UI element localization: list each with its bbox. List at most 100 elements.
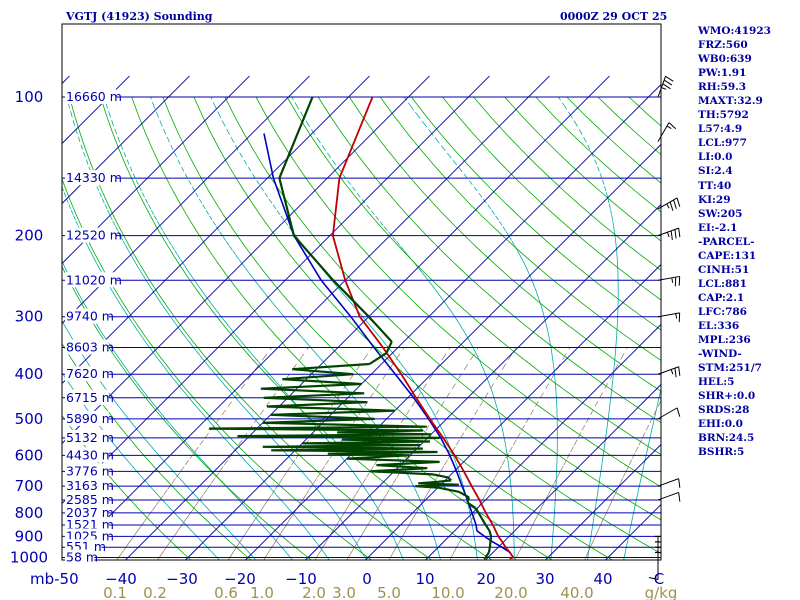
index-value: SW:205 [698,207,743,220]
height-label-bg [65,478,109,494]
pressure-tick-label: 700 [15,477,44,495]
height-label-bg [65,227,117,243]
mixing-ratio-label: 2.0 [302,584,326,600]
index-value: HEL:5 [698,376,735,389]
wind-barb [657,76,666,98]
height-label: 2037 m [66,505,114,520]
height-label-bg [65,170,117,186]
index-value: LCL:977 [698,137,747,150]
isotherm [185,84,662,561]
pressure-tick-label: 200 [15,227,44,245]
pressure-tick-label: 500 [15,410,44,428]
index-value: EL:336 [698,319,740,332]
wind-barb [657,491,679,501]
height-label: 7620 m [66,366,114,381]
wind-barb-feather [648,577,659,580]
height-label: 8603 m [66,340,114,355]
index-value: EHI:0.0 [698,418,743,431]
wind-barb-feather [674,229,677,239]
height-label: 16660 m [66,89,122,104]
wind-barb-feather [666,125,672,129]
dry-adiabat [317,96,662,423]
index-value: CINH:51 [698,263,750,276]
height-label-bg [65,516,109,532]
height-label: 9740 m [66,309,114,324]
index-value: FRZ:560 [698,39,748,52]
height-label: 2585 m [66,492,114,507]
isotherm [61,75,70,84]
wind-barb [657,197,678,210]
height-label-bg [65,389,109,405]
dry-adiabat [286,96,662,455]
index-value: CAPE:131 [698,249,757,262]
height-label: 4430 m [66,447,114,462]
wind-barb-feather [666,203,670,209]
wind-barb [657,312,680,318]
dry-adiabat [61,343,252,561]
temperature-tick-label: 10 [415,570,434,588]
wind-barb-feather [678,366,681,376]
index-value: LI:0.0 [698,151,733,164]
wind-barb-feather [665,75,674,82]
wind-barb-feather [674,368,677,378]
height-label: 3163 m [66,478,114,493]
height-label: 3776 m [66,463,114,478]
mixing-ratio-label: 10.0 [431,584,464,600]
valid-time: 0000Z 29 OCT 25 [560,10,668,23]
height-label-bg [65,491,109,507]
height-label: 11020 m [66,272,122,287]
index-value: -WIND- [698,348,742,361]
wind-barb [657,366,679,375]
isotherm [545,444,662,561]
wind-barb-feather [662,83,671,90]
index-value: BSHR:5 [698,446,745,459]
height-label-bg [65,410,109,426]
pressure-tick-label: 900 [15,527,44,545]
sounding-profiles [208,96,514,560]
index-value: SHR+:0.0 [698,390,756,403]
dry-adiabat [504,96,662,242]
dry-adiabat [535,96,662,213]
index-value: BRN:24.5 [698,432,755,445]
plot-frame [61,23,662,561]
wind-barb-feather [676,407,681,417]
height-label-bg [65,463,109,479]
axis-labels: 16660 m 14330 m 12520 m 11020 m 9740 m 8603 m… [10,88,677,600]
temperature-tick-label: 30 [535,570,554,588]
temperature-tick-label: −20 [224,570,256,588]
height-label-bg [65,339,109,355]
height-label-bg [65,272,117,288]
index-value: KI:29 [698,193,731,206]
dry-adiabat [224,96,662,521]
dry-adiabat [69,96,432,561]
index-value: WB0:639 [698,53,752,66]
temperature-trace [332,96,514,560]
temperature-tick-label: −40 [105,570,137,588]
index-value: MAXT:32.9 [698,95,763,108]
index-value: TT:40 [698,179,732,192]
wind-barb-feather [670,230,673,241]
dry-adiabat [442,96,662,301]
wind-barb-feather [663,79,673,86]
height-label: 5132 m [66,430,114,445]
wind-barb-feather [676,197,681,207]
wind-barbs [648,75,681,580]
pressure-tick-label: 600 [15,446,44,464]
index-value: LCL:881 [698,277,747,290]
station-title: VGTJ (41923) Sounding [66,10,213,23]
isotherm [61,75,490,504]
height-label: 12520 m [66,228,122,243]
wind-barb [657,407,678,420]
wind-barb [657,227,679,237]
pressure-tick-label: 100 [15,88,44,106]
isotherm [245,144,662,561]
mixing-ratio-label: g/kg [645,584,678,600]
isotherm [305,204,662,561]
mixing-ratio-label: 0.1 [103,584,127,600]
height-label-bg [65,366,109,382]
isotherm [125,75,610,561]
height-label: 5890 m [66,411,114,426]
temperature-tick-label: 40 [593,570,612,588]
wind-barb [657,275,680,281]
